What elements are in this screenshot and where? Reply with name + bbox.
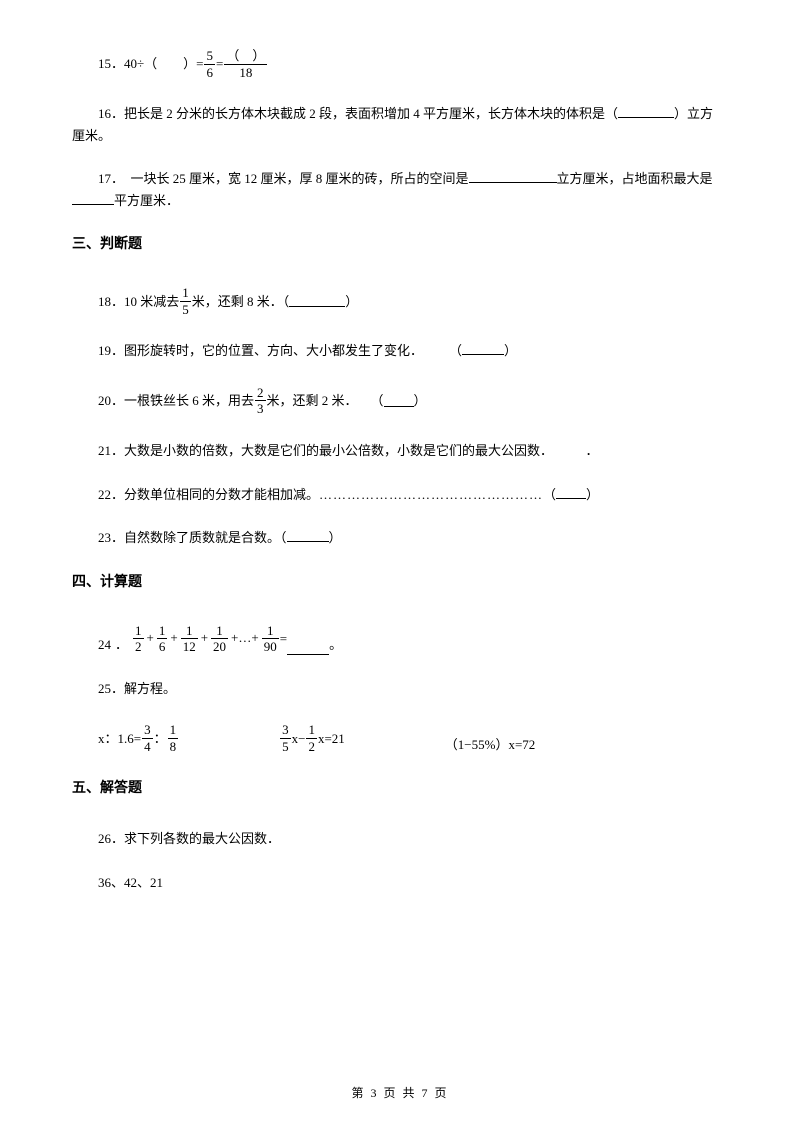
question-23: 23．自然数除了质数就是合数。（ ） xyxy=(72,528,728,548)
blank xyxy=(556,487,586,499)
q20-text3: ） xyxy=(414,391,427,411)
q22-text: ．分数单位相同的分数才能相加减。 xyxy=(111,487,319,502)
question-20: 20 ．一根铁丝长 6 米，用去 2 3 米，还剩 2 米． （ ） xyxy=(98,385,728,417)
blank xyxy=(462,343,504,355)
q21-text: ．大数是小数的倍数，大数是它们的最小公倍数，小数是它们的最大公因数． ． xyxy=(111,443,599,458)
q17b-text: 平方厘米． xyxy=(114,193,179,208)
q26a-text: 36、42、21 xyxy=(98,875,163,890)
q24-label: ． xyxy=(115,635,128,655)
question-19: 19．图形旋转时，它的位置、方向、大小都发生了变化． （ ） xyxy=(72,341,728,361)
q15-frac2: （ ） 18 xyxy=(224,48,267,80)
q24-period: 。 xyxy=(329,635,342,655)
section-3-title: 三、判断题 xyxy=(72,234,728,255)
blank xyxy=(384,395,414,407)
question-22: 22．分数单位相同的分数才能相加减。…………………………………………（ ） xyxy=(72,485,728,505)
q23-num: 23 xyxy=(98,530,111,545)
q24-num: 24 xyxy=(98,635,111,655)
q26-num: 26 xyxy=(98,831,111,846)
blank xyxy=(289,295,345,307)
q17-text1: ． 一块长 25 厘米，宽 12 厘米，厚 8 厘米的砖，所占的空间是 xyxy=(111,171,469,186)
q25-text: ．解方程。 xyxy=(111,681,176,696)
q18-frac: 1 5 xyxy=(180,285,191,317)
question-24: 24 ． 12 + 16 + 112 + 120 +…+ 190 = 。 xyxy=(98,623,728,655)
q22-num: 22 xyxy=(98,487,111,502)
question-16: 16．把长是 2 分米的长方体木块截成 2 段，表面积增加 4 平方厘米，长方体… xyxy=(72,104,728,124)
question-17: 17． 一块长 25 厘米，宽 12 厘米，厚 8 厘米的砖，所占的空间是 立方厘… xyxy=(72,169,728,189)
q20-text1: ．一根铁丝长 6 米，用去 xyxy=(111,391,254,411)
q24-expr: 12 + 16 + 112 + 120 +…+ 190 = xyxy=(132,623,287,655)
q21-num: 21 xyxy=(98,443,111,458)
q16-text: ．把长是 2 分米的长方体木块截成 2 段，表面积增加 4 平方厘米，长方体木块… xyxy=(111,106,618,121)
q16b-text: 厘米。 xyxy=(72,128,111,143)
q17-text2: 立方厘米，占地面积最大是 xyxy=(557,171,713,186)
q15-eq: = xyxy=(216,54,223,74)
q15-text1: ．40÷（ ）= xyxy=(111,54,203,74)
blank xyxy=(469,171,557,183)
q15-frac1: 5 6 xyxy=(204,48,215,80)
q19-text: ．图形旋转时，它的位置、方向、大小都发生了变化． （ xyxy=(111,343,462,358)
q22-tail2: ） xyxy=(586,487,599,502)
blank xyxy=(287,643,329,655)
blank xyxy=(618,106,674,118)
q23-text: ．自然数除了质数就是合数。（ xyxy=(111,530,287,545)
q25-eq1: x：1.6= 34 ： 18 xyxy=(98,722,179,754)
q25-num: 25 xyxy=(98,681,111,696)
q19-num: 19 xyxy=(98,343,111,358)
question-21: 21．大数是小数的倍数，大数是它们的最小公倍数，小数是它们的最大公因数． ． xyxy=(72,441,728,461)
q18-text1: ．10 米减去 xyxy=(111,292,179,312)
q23-tail: ） xyxy=(329,530,342,545)
section-4-title: 四、计算题 xyxy=(72,572,728,593)
q16-num: 16 xyxy=(98,106,111,121)
question-18: 18 ．10 米减去 1 5 米，还剩 8 米．（ ） xyxy=(98,285,728,317)
q26-text: ．求下列各数的最大公因数． xyxy=(111,831,280,846)
q22-tail1: （ xyxy=(543,487,556,502)
q22-dots: ………………………………………… xyxy=(319,487,543,502)
q16-tail: ）立方 xyxy=(674,106,713,121)
question-26: 26．求下列各数的最大公因数． xyxy=(72,829,728,849)
question-25-equations: x：1.6= 34 ： 18 35 x− 12 x=21 （1−55%）x=72 xyxy=(98,722,728,754)
question-17-cont: 平方厘米． xyxy=(72,191,728,211)
question-26a: 36、42、21 xyxy=(72,873,728,893)
blank xyxy=(287,530,329,542)
q15-num: 15 xyxy=(98,54,111,74)
blank xyxy=(72,193,114,205)
q19-tail: ） xyxy=(504,343,517,358)
section-5-title: 五、解答题 xyxy=(72,778,728,799)
q17-num: 17 xyxy=(98,171,111,186)
q20-frac: 2 3 xyxy=(255,385,266,417)
q20-num: 20 xyxy=(98,391,111,411)
q25-eq3: （1−55%）x=72 xyxy=(445,735,536,755)
q18-num: 18 xyxy=(98,292,111,312)
q25-eq2: 35 x− 12 x=21 xyxy=(279,722,345,754)
question-16-cont: 厘米。 xyxy=(72,126,728,146)
question-15: 15 ．40÷（ ）= 5 6 = （ ） 18 xyxy=(98,48,728,80)
page-footer: 第 3 页 共 7 页 xyxy=(0,1084,800,1102)
question-25: 25．解方程。 xyxy=(72,679,728,699)
q20-text2: 米，还剩 2 米． （ xyxy=(267,391,384,411)
q18-text3: ） xyxy=(345,292,358,312)
q18-text2: 米，还剩 8 米．（ xyxy=(192,292,290,312)
